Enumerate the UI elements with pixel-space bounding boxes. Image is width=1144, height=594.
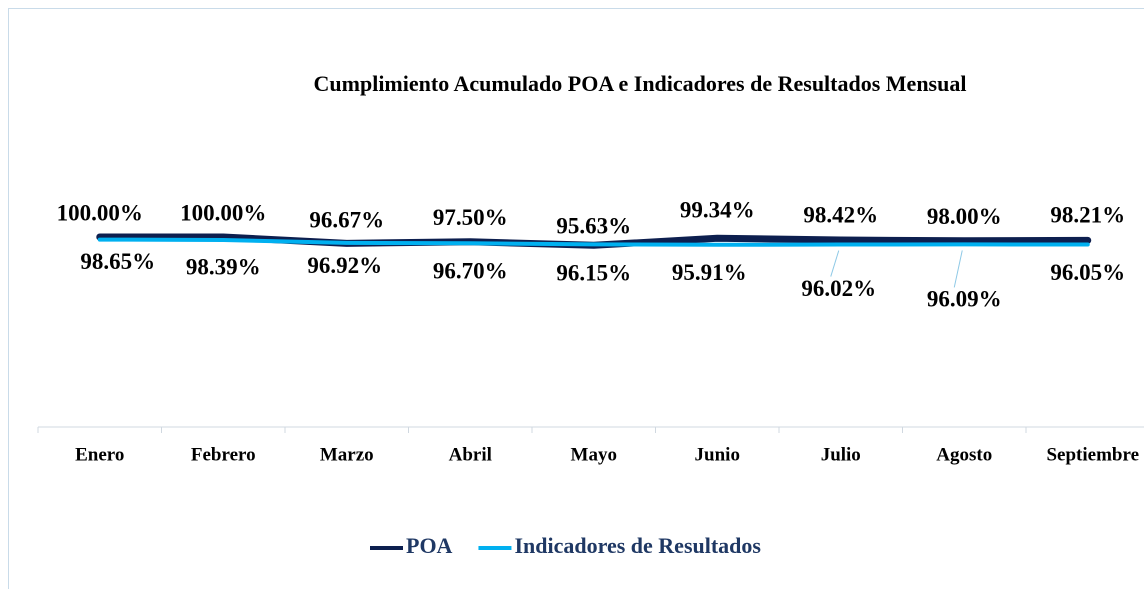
- x-tick-label: Abril: [449, 444, 492, 465]
- x-tick-label: Julio: [821, 444, 861, 465]
- data-label: 96.67%: [309, 208, 384, 233]
- legend-label: Indicadores de Resultados: [514, 533, 761, 558]
- data-label: 95.91%: [672, 260, 747, 285]
- data-label: 98.42%: [803, 202, 878, 227]
- data-label: 96.15%: [556, 261, 631, 286]
- data-label: 100.00%: [57, 200, 143, 225]
- data-label: 98.21%: [1050, 203, 1125, 228]
- data-label: 98.65%: [80, 249, 155, 274]
- data-label: 96.70%: [433, 259, 508, 284]
- leader-line: [831, 251, 839, 277]
- x-tick-label: Mayo: [571, 444, 617, 465]
- data-label: 98.39%: [186, 254, 261, 279]
- data-label: 100.00%: [180, 200, 266, 225]
- data-label: 95.63%: [556, 214, 631, 239]
- data-label: 98.00%: [927, 204, 1002, 229]
- data-label: 96.05%: [1050, 260, 1125, 285]
- x-tick-label: Septiembre: [1046, 444, 1139, 465]
- legend-label: POA: [406, 533, 453, 558]
- data-label: 96.09%: [927, 287, 1002, 312]
- data-label: 96.02%: [801, 276, 876, 301]
- data-label: 97.50%: [433, 205, 508, 230]
- leader-line: [954, 250, 962, 287]
- data-label: 96.92%: [307, 253, 382, 278]
- x-tick-label: Marzo: [320, 444, 374, 465]
- x-tick-label: Junio: [695, 444, 740, 465]
- data-label: 99.34%: [680, 198, 755, 223]
- x-tick-label: Febrero: [191, 444, 256, 465]
- chart-title: Cumplimiento Acumulado POA e Indicadores…: [314, 71, 967, 96]
- x-tick-label: Enero: [75, 444, 124, 465]
- x-tick-label: Agosto: [936, 444, 992, 465]
